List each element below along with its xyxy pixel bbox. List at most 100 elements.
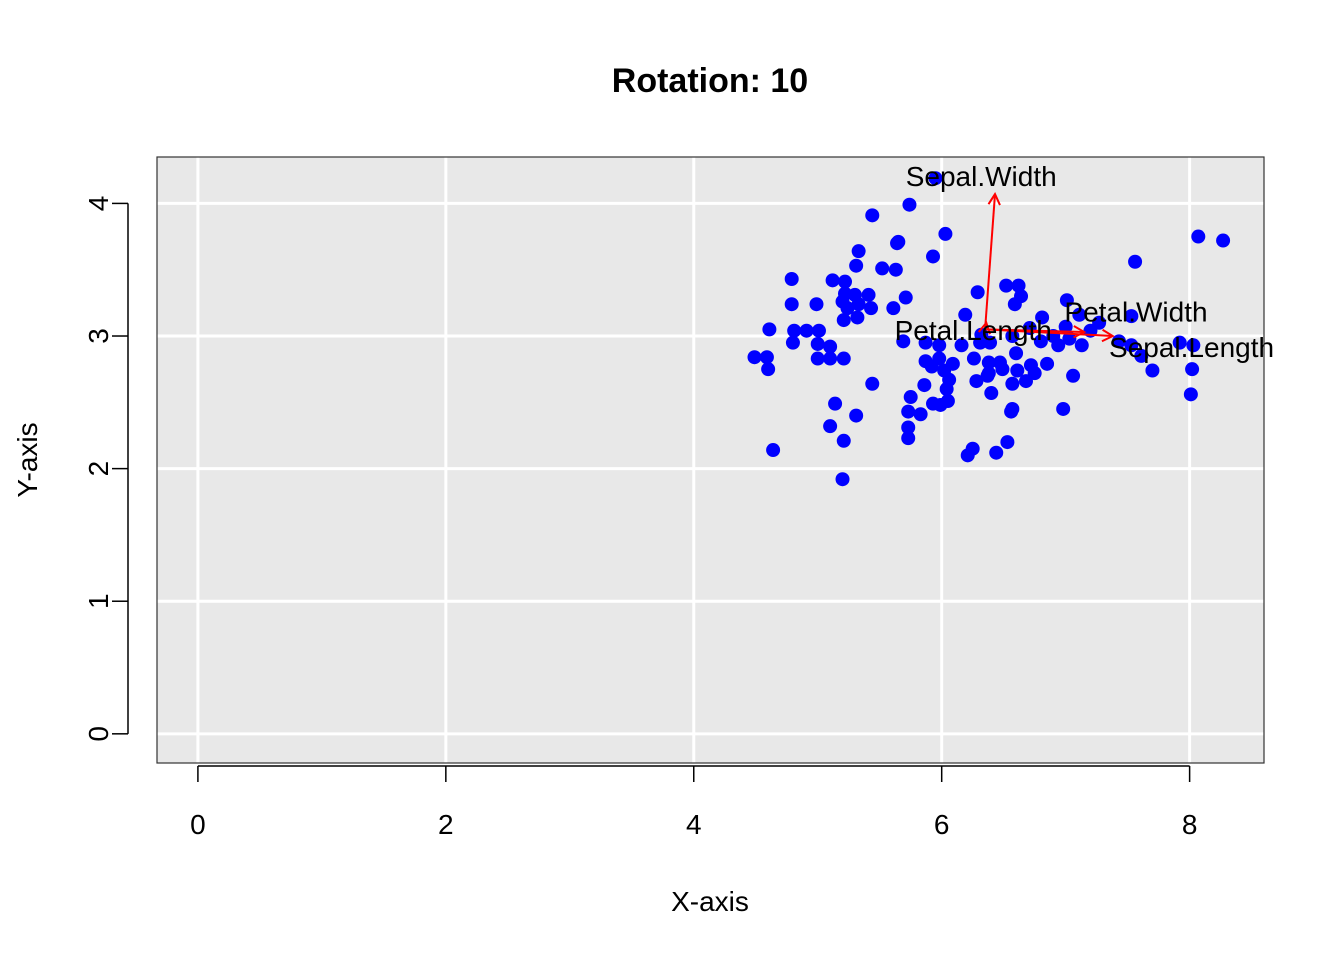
x-tick-label-0: 0 (190, 809, 206, 840)
data-point-39 (836, 313, 851, 328)
data-point-91 (1145, 363, 1160, 378)
data-point-114 (823, 419, 838, 434)
x-tick-label-2: 2 (438, 809, 454, 840)
data-point-70 (810, 351, 825, 366)
arrow-head-3 (977, 320, 991, 335)
arrow-label-2: Sepal.Length (1109, 332, 1274, 363)
x-tick-label-8: 8 (1182, 809, 1198, 840)
data-point-122 (766, 443, 781, 458)
data-point-80 (1040, 356, 1055, 371)
chart-title: Rotation: 10 (612, 62, 808, 100)
data-point-77 (981, 355, 996, 370)
data-point-7 (926, 249, 941, 264)
data-point-31 (864, 301, 879, 316)
data-point-11 (1191, 229, 1206, 244)
y-tick-label-4: 4 (83, 196, 114, 212)
data-point-36 (1072, 307, 1087, 322)
data-point-101 (984, 386, 999, 401)
data-point-29 (851, 297, 866, 312)
data-point-19 (1011, 278, 1026, 293)
data-point-56 (823, 339, 838, 354)
data-point-57 (896, 334, 911, 349)
data-point-33 (958, 307, 973, 322)
data-point-25 (1059, 293, 1074, 308)
data-point-90 (1066, 368, 1081, 383)
data-point-100 (939, 382, 954, 397)
data-point-102 (1183, 387, 1198, 402)
data-point-54 (785, 335, 800, 350)
data-point-49 (1005, 329, 1020, 344)
data-point-18 (999, 278, 1014, 293)
data-point-63 (1033, 334, 1048, 349)
data-point-123 (835, 472, 850, 487)
data-point-120 (960, 448, 975, 463)
data-points (747, 171, 1231, 487)
data-point-95 (980, 368, 995, 383)
data-point-99 (917, 378, 932, 393)
data-point-53 (1124, 338, 1139, 353)
data-point-47 (811, 323, 826, 338)
data-point-10 (888, 262, 903, 277)
arrow-head-2 (1101, 328, 1115, 343)
arrow-shaft-0 (984, 194, 996, 330)
data-point-9 (875, 261, 890, 276)
data-point-108 (901, 404, 916, 419)
data-point-40 (850, 310, 865, 325)
data-point-117 (901, 431, 916, 446)
data-point-35 (1035, 310, 1050, 325)
data-point-69 (759, 350, 774, 365)
x-axis-label: X-axis (671, 886, 749, 917)
data-point-65 (1074, 338, 1089, 353)
x-axis: 0 2 4 6 8 (190, 765, 1198, 840)
data-point-5 (890, 236, 905, 251)
arrow-label-3: Petal.Length (895, 315, 1052, 346)
data-point-14 (784, 271, 799, 286)
data-point-58 (918, 335, 933, 350)
data-point-113 (849, 408, 864, 423)
data-point-78 (1009, 346, 1024, 361)
data-point-61 (973, 335, 988, 350)
data-point-22 (861, 287, 876, 302)
arrow-label-0: Sepal.Width (906, 161, 1057, 192)
x-tick-label-4: 4 (686, 809, 702, 840)
y-tick-label-0: 0 (83, 726, 114, 742)
y-tick-label-1: 1 (83, 593, 114, 609)
data-point-0 (928, 171, 943, 186)
data-point-27 (809, 297, 824, 312)
data-point-59 (932, 338, 947, 353)
data-point-115 (901, 420, 916, 435)
plot-frame (156, 156, 1265, 764)
data-point-92 (1185, 362, 1200, 377)
data-point-44 (762, 322, 777, 337)
data-point-15 (825, 273, 840, 288)
x-tick-label-6: 6 (934, 809, 950, 840)
data-point-23 (898, 290, 913, 305)
data-point-103 (903, 390, 918, 405)
data-point-34 (1007, 297, 1022, 312)
data-point-81 (1134, 348, 1149, 363)
y-axis: 0 1 2 3 4 (83, 196, 129, 742)
data-point-76 (966, 351, 981, 366)
y-axis-label: Y-axis (12, 422, 43, 497)
data-point-116 (836, 433, 851, 448)
data-point-3 (938, 226, 953, 241)
data-point-87 (995, 362, 1010, 377)
loading-arrows: Sepal.Width Petal.Width Sepal.Length Petal.… (895, 161, 1275, 363)
data-point-30 (840, 301, 855, 316)
data-point-32 (886, 301, 901, 316)
data-point-8 (849, 258, 864, 273)
data-point-112 (1056, 401, 1071, 416)
data-point-64 (1051, 338, 1066, 353)
data-point-106 (940, 393, 955, 408)
data-point-55 (810, 336, 825, 351)
data-point-42 (1058, 319, 1073, 334)
data-point-6 (851, 244, 866, 259)
data-point-45 (787, 323, 802, 338)
data-point-107 (828, 396, 843, 411)
data-point-26 (784, 297, 799, 312)
data-point-60 (954, 338, 969, 353)
data-point-12 (1216, 233, 1231, 248)
data-point-52 (1111, 334, 1126, 349)
data-point-46 (799, 323, 814, 338)
